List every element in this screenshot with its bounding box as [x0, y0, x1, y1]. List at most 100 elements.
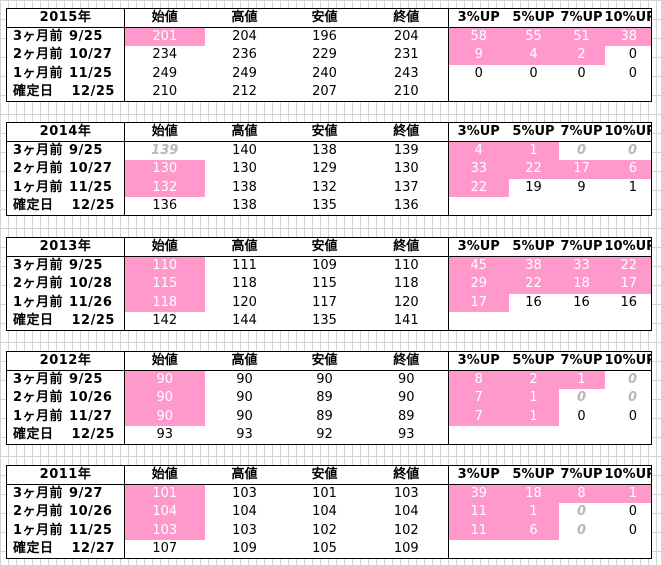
up-count-cell[interactable]: 8 — [448, 370, 509, 390]
price-cell[interactable]: 141 — [393, 312, 419, 328]
up-count-cell[interactable]: 6 — [508, 521, 559, 540]
up-count-cell[interactable]: 16 — [620, 294, 637, 310]
up-count-cell[interactable]: 33 — [448, 160, 509, 179]
price-cell[interactable]: 103 — [232, 522, 257, 538]
price-cell[interactable]: 101 — [124, 484, 205, 504]
up-count-cell[interactable]: 2 — [508, 370, 559, 390]
empty-cell[interactable] — [558, 311, 605, 331]
price-cell[interactable]: 132 — [312, 179, 337, 195]
up-count-cell[interactable]: 1 — [508, 141, 559, 161]
empty-cell[interactable] — [604, 196, 652, 216]
up-count-cell[interactable]: 0 — [576, 143, 587, 159]
price-cell[interactable]: 104 — [232, 504, 257, 520]
up-count-cell[interactable]: 1 — [558, 370, 605, 390]
price-cell[interactable]: 120 — [393, 294, 419, 310]
price-cell[interactable]: 92 — [316, 426, 333, 442]
up-count-cell[interactable]: 0 — [577, 65, 586, 81]
price-cell[interactable]: 249 — [232, 65, 257, 81]
up-count-cell[interactable]: 1 — [628, 179, 637, 195]
price-cell[interactable]: 138 — [232, 197, 257, 213]
up-count-cell[interactable]: 39 — [448, 484, 509, 504]
price-cell[interactable]: 90 — [397, 372, 415, 388]
price-cell[interactable]: 139 — [393, 143, 419, 159]
price-cell[interactable]: 243 — [393, 65, 419, 81]
up-count-cell[interactable]: 9 — [448, 46, 509, 65]
up-count-cell[interactable]: 58 — [448, 27, 509, 47]
price-cell[interactable]: 115 — [124, 275, 205, 294]
price-cell[interactable]: 104 — [393, 504, 419, 520]
empty-cell[interactable] — [604, 82, 652, 102]
up-count-cell[interactable]: 16 — [525, 294, 542, 310]
price-cell[interactable]: 102 — [312, 522, 337, 538]
empty-cell[interactable] — [508, 311, 559, 331]
up-count-cell[interactable]: 6 — [604, 160, 652, 179]
empty-cell[interactable] — [448, 311, 509, 331]
price-cell[interactable]: 118 — [124, 293, 205, 312]
price-cell[interactable]: 120 — [232, 294, 257, 310]
empty-cell[interactable] — [448, 82, 509, 102]
up-count-cell[interactable]: 1 — [508, 389, 559, 408]
up-count-cell[interactable]: 18 — [558, 275, 605, 294]
up-count-cell[interactable]: 4 — [508, 46, 559, 65]
price-cell[interactable]: 103 — [232, 486, 257, 502]
price-cell[interactable]: 104 — [124, 503, 205, 522]
empty-cell[interactable] — [448, 539, 509, 559]
empty-cell[interactable] — [508, 196, 559, 216]
price-cell[interactable]: 196 — [312, 29, 337, 45]
up-count-cell[interactable]: 7 — [448, 389, 509, 408]
price-cell[interactable]: 115 — [312, 276, 337, 292]
up-count-cell[interactable]: 38 — [604, 27, 652, 47]
price-cell[interactable]: 93 — [156, 426, 174, 442]
up-count-cell[interactable]: 2 — [558, 46, 605, 65]
price-cell[interactable]: 132 — [124, 178, 205, 197]
price-cell[interactable]: 249 — [152, 65, 178, 81]
price-cell[interactable]: 90 — [124, 389, 205, 408]
up-count-cell[interactable]: 0 — [576, 522, 587, 538]
price-cell[interactable]: 90 — [124, 407, 205, 426]
price-cell[interactable]: 139 — [151, 143, 179, 159]
up-count-cell[interactable]: 9 — [577, 179, 586, 195]
price-cell[interactable]: 130 — [393, 161, 419, 177]
price-cell[interactable]: 138 — [232, 179, 257, 195]
price-cell[interactable]: 130 — [124, 160, 205, 179]
price-cell[interactable]: 90 — [124, 370, 205, 390]
empty-cell[interactable] — [448, 196, 509, 216]
up-count-cell[interactable]: 1 — [508, 503, 559, 522]
up-count-cell[interactable]: 11 — [448, 521, 509, 540]
up-count-cell[interactable]: 0 — [576, 390, 587, 406]
price-cell[interactable]: 204 — [393, 29, 419, 45]
up-count-cell[interactable]: 0 — [628, 504, 637, 520]
price-cell[interactable]: 93 — [397, 426, 415, 442]
empty-cell[interactable] — [558, 425, 605, 445]
up-count-cell[interactable]: 11 — [448, 503, 509, 522]
up-count-cell[interactable]: 0 — [448, 64, 509, 83]
price-cell[interactable]: 101 — [312, 486, 337, 502]
empty-cell[interactable] — [604, 425, 652, 445]
price-cell[interactable]: 89 — [397, 408, 415, 424]
empty-cell[interactable] — [448, 425, 509, 445]
price-cell[interactable]: 90 — [236, 390, 253, 406]
empty-cell[interactable] — [508, 539, 559, 559]
up-count-cell[interactable]: 51 — [558, 27, 605, 47]
up-count-cell[interactable]: 0 — [576, 504, 587, 520]
price-cell[interactable]: 144 — [232, 312, 257, 328]
up-count-cell[interactable]: 0 — [628, 522, 637, 538]
price-cell[interactable]: 240 — [312, 65, 337, 81]
price-cell[interactable]: 129 — [312, 161, 337, 177]
up-count-cell[interactable]: 17 — [558, 160, 605, 179]
up-count-cell[interactable]: 16 — [573, 294, 590, 310]
price-cell[interactable]: 90 — [316, 372, 333, 388]
price-cell[interactable]: 231 — [393, 47, 419, 63]
up-count-cell[interactable]: 4 — [448, 141, 509, 161]
price-cell[interactable]: 234 — [152, 47, 178, 63]
price-cell[interactable]: 212 — [232, 83, 257, 99]
empty-cell[interactable] — [558, 539, 605, 559]
price-cell[interactable]: 107 — [152, 540, 178, 556]
up-count-cell[interactable]: 22 — [508, 160, 559, 179]
price-cell[interactable]: 135 — [312, 197, 337, 213]
up-count-cell[interactable]: 1 — [604, 484, 652, 504]
up-count-cell[interactable]: 0 — [628, 47, 637, 63]
price-cell[interactable]: 142 — [152, 312, 178, 328]
up-count-cell[interactable]: 22 — [604, 256, 652, 276]
price-cell[interactable]: 102 — [393, 522, 419, 538]
